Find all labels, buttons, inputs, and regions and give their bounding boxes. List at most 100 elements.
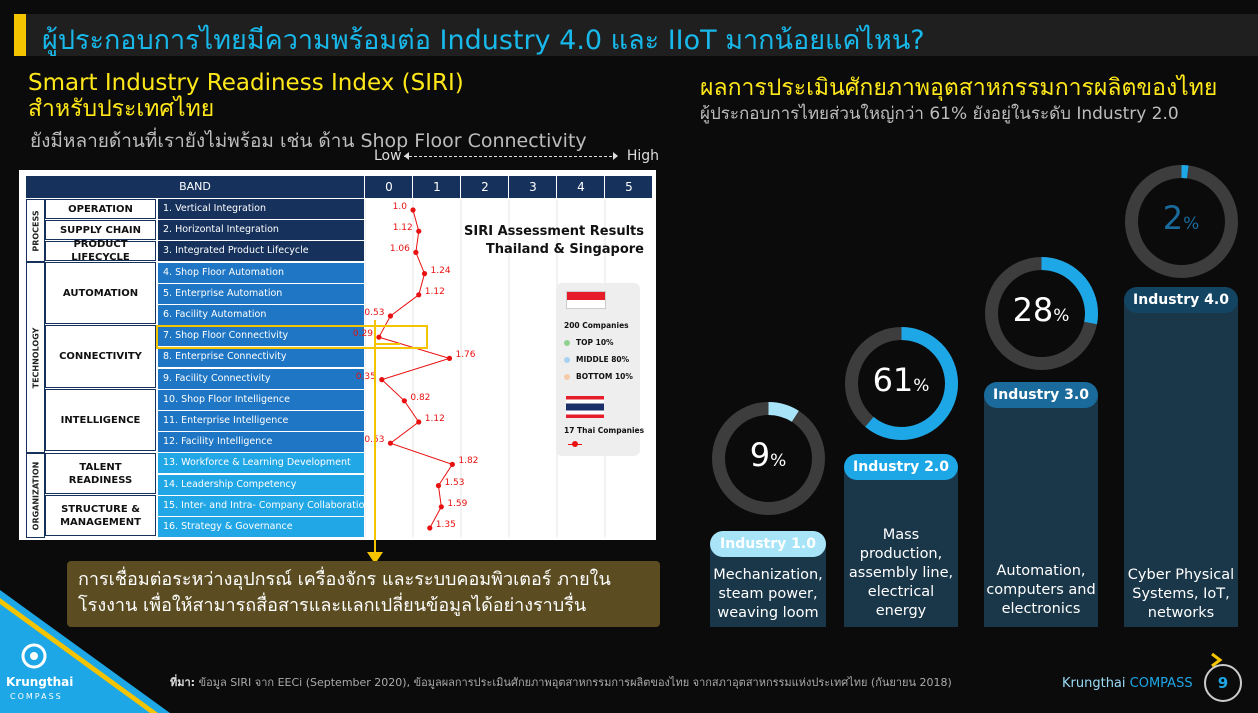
- source-text: ข้อมูล SIRI จาก EECi (September 2020), ข…: [195, 676, 952, 689]
- dimension-row: 16. Strategy & Governance: [158, 517, 364, 537]
- chart-legend: 200 Companies TOP 10% MIDDLE 80% BOTTOM …: [556, 283, 644, 456]
- dimension-row: 9. Facility Connectivity: [158, 368, 364, 389]
- dimension-row: 14. Leadership Competency: [158, 474, 364, 495]
- thai-value-label: 1.0: [392, 202, 407, 212]
- thai-data-point: [401, 398, 407, 404]
- legend-middle-label: MIDDLE 80%: [576, 355, 630, 364]
- group-label: TECHNOLOGY: [31, 327, 40, 388]
- stage-bar: [1124, 301, 1238, 627]
- thai-data-point: [427, 525, 433, 531]
- donut-fill: [844, 326, 958, 440]
- dimension-row: 6. Facility Automation: [158, 305, 364, 325]
- scale-3: 3: [508, 176, 557, 198]
- donut-fill: [984, 256, 1098, 370]
- thai-value-label: 0.29: [352, 329, 373, 340]
- stage-bar: [984, 396, 1098, 627]
- category-connectivity: CONNECTIVITY: [45, 325, 156, 388]
- scale-4: 4: [556, 176, 605, 198]
- percent-sign: %: [770, 451, 787, 471]
- stage-description: Cyber Physical Systems, IoT, networks: [1127, 567, 1235, 621]
- group-process: PROCESS: [26, 199, 45, 262]
- donut-chart: [1124, 164, 1238, 278]
- legend-top: TOP 10%: [564, 338, 614, 347]
- thai-data-point: [410, 207, 416, 213]
- percent-value: 61: [872, 361, 914, 399]
- dimension-row: 4. Shop Floor Automation: [158, 262, 364, 283]
- siri-table: BAND 0 1 2 3 4 5 PROCESS TECHNOLOGY ORGA…: [19, 170, 656, 540]
- donut-fill: [1124, 164, 1238, 278]
- assessment-title: ผลการประเมินศักยภาพอุตสาหกรรมการผลิตของไ…: [700, 75, 1218, 101]
- dimension-row: 2. Horizontal Integration: [158, 220, 364, 241]
- thai-value-label: 1.53: [444, 477, 465, 488]
- dimension-row: 5. Enterprise Automation: [158, 283, 364, 304]
- siri-title: Smart Industry Readiness Index (SIRI) สำ…: [28, 70, 464, 122]
- thai-data-point: [416, 292, 422, 298]
- group-label: PROCESS: [31, 209, 40, 252]
- corner-logo-background: [0, 590, 170, 713]
- band-header: BAND: [179, 180, 211, 193]
- scale-5: 5: [604, 176, 653, 198]
- thai-data-point: [416, 228, 422, 234]
- thai-value-label: 1.82: [458, 456, 479, 467]
- header-accent-bar: [14, 14, 26, 56]
- thai-value-label: 0.35: [355, 371, 376, 382]
- thailand-flag-icon: [566, 396, 604, 418]
- thai-data-point: [376, 334, 382, 340]
- thai-value-label: 1.35: [435, 520, 456, 530]
- category-structure-management: STRUCTURE & MANAGEMENT: [45, 495, 156, 536]
- legend-sg-count: 200 Companies: [564, 321, 629, 330]
- category-intelligence: INTELLIGENCE: [45, 389, 156, 451]
- dimension-row: 10. Shop Floor Intelligence: [158, 389, 364, 410]
- thai-data-point: [449, 461, 455, 467]
- category-operation: OPERATION: [45, 199, 156, 219]
- stage-bar: [844, 468, 958, 627]
- page-number: 9: [1204, 664, 1242, 702]
- legend-top-label: TOP 10%: [576, 338, 614, 347]
- donut-chart: [711, 401, 825, 515]
- percent-sign: %: [1053, 306, 1070, 326]
- bottom-dot-icon: [564, 374, 570, 380]
- thai-value-label: 1.59: [447, 498, 468, 509]
- category-product-lifecycle: PRODUCT LIFECYCLE: [45, 239, 156, 263]
- brand-b: COMPASS: [1125, 676, 1193, 691]
- connector-line: [374, 343, 400, 345]
- brand-label: Krungthai COMPASS: [1062, 676, 1193, 691]
- krungthai-logo-icon: [21, 643, 47, 669]
- donut-chart: [984, 256, 1098, 370]
- thai-value-label: 1.12: [424, 414, 445, 424]
- donut-percent: 61%: [851, 361, 951, 399]
- legend-thai-marker: [568, 439, 584, 448]
- siri-subtitle: ยังมีหลายด้านที่เรายังไม่พร้อม เช่น ด้าน…: [30, 130, 587, 152]
- chart-title: SIRI Assessment Results Thailand & Singa…: [464, 223, 644, 259]
- dimension-row: 8. Enterprise Connectivity: [158, 347, 364, 368]
- source-note: ที่มา: ข้อมูล SIRI จาก EECi (September 2…: [170, 673, 952, 691]
- thai-series-line: [378, 209, 454, 529]
- assessment-subtitle: ผู้ประกอบการไทยส่วนใหญ่กว่า 61% ยังอยู่ใ…: [700, 104, 1179, 124]
- brand-a: Krungthai: [1062, 676, 1126, 691]
- double-arrow-icon: [404, 152, 618, 160]
- scale-2: 2: [460, 176, 509, 198]
- scale-1: 1: [412, 176, 461, 198]
- callout-box: การเชื่อมต่อระหว่างอุปกรณ์ เครื่องจักร แ…: [67, 561, 660, 627]
- category-automation: AUTOMATION: [45, 262, 156, 324]
- thai-data-point: [446, 355, 453, 361]
- thai-dot-icon: [572, 441, 578, 447]
- siri-table-header: BAND 0 1 2 3 4 5: [26, 176, 652, 198]
- thai-value-label: 1.12: [392, 223, 413, 234]
- group-label: ORGANIZATION: [31, 461, 40, 530]
- dimension-row: 11. Enterprise Intelligence: [158, 411, 364, 431]
- page-title: ผู้ประกอบการไทยมีความพร้อมต่อ Industry 4…: [42, 25, 925, 56]
- legend-middle: MIDDLE 80%: [564, 355, 629, 364]
- callout-text: การเชื่อมต่อระหว่างอุปกรณ์ เครื่องจักร แ…: [78, 569, 611, 616]
- thai-data-point: [387, 440, 394, 446]
- dimension-row: 3. Integrated Product Lifecycle: [158, 241, 364, 262]
- page-header: ผู้ประกอบการไทยมีความพร้อมต่อ Industry 4…: [14, 14, 1258, 56]
- logo-text: Krungthai: [6, 675, 74, 689]
- group-organization: ORGANIZATION: [26, 453, 45, 538]
- thai-value-label: 0.53: [364, 308, 385, 318]
- donut-chart: [844, 326, 958, 440]
- thai-value-label: 1.06: [389, 244, 410, 255]
- siri-title-line2: สำหรับประเทศไทย: [28, 96, 215, 122]
- stage-description: Mass production, assembly line, electric…: [848, 527, 954, 619]
- dimension-row: 1. Vertical Integration: [158, 199, 364, 219]
